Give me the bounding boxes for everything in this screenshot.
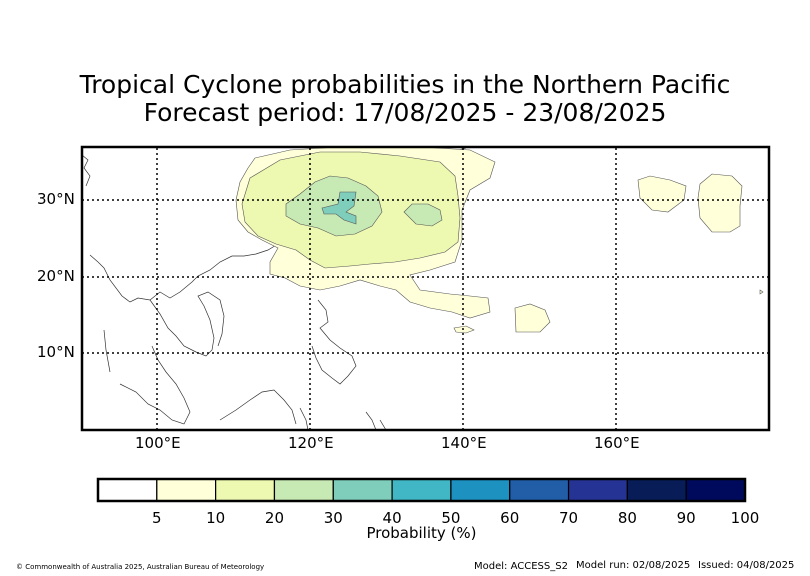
colorbar-segment: [332, 478, 393, 502]
colorbar-segment: [685, 478, 746, 502]
colorbar-tick-label: 40: [382, 509, 402, 527]
colorbar-segment: [626, 478, 687, 502]
colorbar-tick-label: 20: [264, 509, 284, 527]
colorbar-segment: [391, 478, 452, 502]
contour-5pct-small1: [514, 303, 551, 333]
lon-label-160e: 160°E: [594, 434, 640, 452]
map-frame: [80, 145, 771, 432]
lon-label-140e: 140°E: [441, 434, 487, 452]
colorbar-tick-label: 100: [730, 509, 760, 527]
colorbar-tick-label: 60: [500, 509, 520, 527]
colorbar-tick-label: 10: [206, 509, 226, 527]
colorbar-tick-label: 70: [558, 509, 579, 527]
copyright: © Commonwealth of Australia 2025, Austra…: [16, 563, 265, 571]
colorbar-segment: [567, 478, 628, 502]
contour-5pct-east2: [697, 173, 743, 233]
gridlines: [82, 148, 768, 429]
forecast-period: Forecast period: 17/08/2025 - 23/08/2025: [143, 98, 667, 127]
coast-borneo: [219, 389, 309, 431]
model-run: Model run: 02/08/2025: [576, 560, 691, 571]
lat-label-10n: 10°N: [37, 343, 75, 361]
colorbar-tick-label: 50: [441, 509, 461, 527]
colorbar-title: Probability (%): [366, 524, 477, 542]
contour-5pct-small3: [759, 289, 764, 295]
contour-5pct-small2: [453, 325, 475, 334]
colorbar-segment: [156, 478, 217, 502]
contour-20pct-b: [403, 203, 443, 227]
colorbar-segment: [509, 478, 570, 502]
issued-date: Issued: 04/08/2025: [698, 560, 795, 571]
colorbar-tick-label: 30: [323, 509, 343, 527]
probability-contours: [235, 146, 764, 334]
colorbar-segment: [273, 478, 334, 502]
lat-label-30n: 30°N: [37, 190, 75, 208]
colorbar-segment: [97, 478, 158, 502]
coast-philippines: [311, 299, 357, 385]
colorbar-frame: [96, 477, 747, 503]
model-name: Model: ACCESS_S2: [474, 561, 568, 572]
contour-5pct-east1: [637, 175, 687, 213]
coast-sulawesi: [365, 411, 387, 431]
coast-indochina: [149, 291, 225, 357]
lon-label-100e: 100°E: [135, 434, 181, 452]
coast-malay: [103, 329, 191, 425]
colorbar-tick-label: 5: [152, 509, 162, 527]
colorbar-segment: [215, 478, 276, 502]
colorbar: [96, 477, 747, 503]
colorbar-tick-label: 80: [617, 509, 637, 527]
lat-label-20n: 20°N: [37, 267, 75, 285]
lon-label-120e: 120°E: [288, 434, 334, 452]
colorbar-segment: [450, 478, 511, 502]
colorbar-tick-label: 90: [676, 509, 696, 527]
chart-title: Tropical Cyclone probabilities in the No…: [79, 70, 731, 99]
